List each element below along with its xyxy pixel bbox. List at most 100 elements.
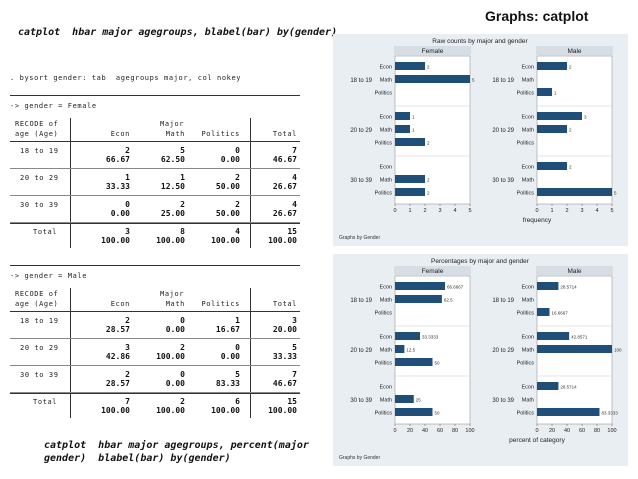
bar-value-label: 3 [584, 115, 587, 120]
bar-value-label: 25 [416, 398, 422, 403]
group-heading: -> gender = Female [10, 102, 97, 110]
bar [395, 75, 470, 83]
bar-value-label: 28.5714 [560, 385, 577, 390]
panel-header: Female [422, 268, 444, 275]
row-label-divider [70, 118, 71, 248]
major-label: Math [522, 78, 534, 84]
x-tick-label: 100 [607, 428, 616, 434]
major-label: Econ [521, 165, 534, 171]
bar [537, 188, 612, 196]
age-group-label: 18 to 19 [492, 78, 514, 84]
bar-value-label: 62.5 [444, 298, 453, 303]
count-cell: 3 [125, 343, 130, 352]
header-rule [10, 141, 300, 142]
bar [537, 382, 559, 390]
x-tick-label: 2 [423, 208, 426, 214]
row-label-divider [70, 288, 71, 418]
x-tick-label: 5 [468, 208, 471, 214]
tabulate-command: . bysort gender: tab agegroups major, co… [10, 74, 242, 82]
bar-value-label: 1 [554, 91, 557, 96]
row-label: 20 to 29 [20, 174, 59, 182]
total-count-cell: 15 [287, 227, 297, 236]
age-group-label: 20 to 29 [492, 348, 514, 354]
chart-title: Raw counts by major and gender [432, 38, 528, 45]
age-group-label: 18 to 19 [350, 78, 372, 84]
total-count-cell: 15 [287, 397, 297, 406]
age-group-label: 18 to 19 [350, 298, 372, 304]
total-count-cell: 4 [235, 227, 240, 236]
table-top-rule [10, 265, 300, 266]
major-label: Politics [517, 311, 535, 317]
percent-cell: 42.86 [105, 352, 130, 361]
major-label: Politics [517, 361, 535, 367]
count-cell: 5 [292, 343, 297, 352]
bar-value-label: 42.8571 [571, 335, 588, 340]
row-rule [10, 338, 300, 339]
bar [395, 408, 433, 416]
bar [395, 188, 425, 196]
x-tick-label: 2 [565, 208, 568, 214]
major-label: Math [522, 128, 534, 134]
percent-cell: 33.33 [105, 182, 130, 191]
major-label: Politics [517, 91, 535, 97]
major-label: Econ [521, 285, 534, 291]
x-tick-label: 4 [453, 208, 456, 214]
bar [395, 175, 425, 183]
major-label: Politics [375, 91, 393, 97]
total-rule [10, 393, 300, 394]
percent-cell: 0.00 [165, 379, 185, 388]
chart-note: Graphs by Gender [339, 455, 380, 461]
major-label: Econ [379, 385, 392, 391]
major-label: Math [380, 128, 392, 134]
percent-cell: 0.00 [220, 155, 240, 164]
count-cell: 7 [292, 370, 297, 379]
raw-counts-chart: Raw counts by major and gender Female 0 1 2 3… [339, 38, 617, 241]
total-rule [10, 223, 300, 224]
count-cell: 2 [180, 343, 185, 352]
bar [395, 358, 433, 366]
total-count-cell: 8 [180, 227, 185, 236]
count-cell: 4 [292, 200, 297, 209]
bar-value-label: 66.6667 [447, 285, 464, 290]
age-group-label: 20 to 29 [350, 128, 372, 134]
bar-value-label: 2 [427, 191, 430, 196]
count-cell: 2 [125, 316, 130, 325]
percent-cell: 0.00 [220, 352, 240, 361]
bar [395, 295, 442, 303]
bar-value-label: 2 [427, 141, 430, 146]
row-rule [10, 168, 300, 169]
bar [537, 62, 567, 70]
count-cell: 2 [235, 173, 240, 182]
bar-value-label: 2 [427, 178, 430, 183]
total-percent-cell: 100.00 [101, 236, 130, 245]
total-percent-cell: 100.00 [268, 406, 297, 415]
x-tick-label: 80 [452, 428, 458, 434]
bar-value-label: 28.5714 [560, 285, 577, 290]
panel-header-strip [536, 266, 613, 275]
bar [537, 282, 559, 290]
bar-value-label: 83.3333 [602, 411, 619, 416]
age-group-label: 18 to 19 [492, 298, 514, 304]
bar [537, 345, 612, 353]
raw-counts-graph-panel: Raw counts by major and gender Female 0 1 2 3… [333, 34, 628, 246]
major-label: Econ [521, 115, 534, 121]
major-label: Econ [379, 285, 392, 291]
bar [537, 308, 550, 316]
percent-cell: 26.67 [272, 209, 297, 218]
row-label: 18 to 19 [20, 147, 59, 155]
panel-header: Male [567, 48, 581, 55]
total-divider [250, 288, 251, 418]
x-tick-label: 60 [579, 428, 585, 434]
panel-header-strip [394, 266, 471, 275]
percent-cell: 50.00 [215, 182, 240, 191]
major-label: Politics [517, 141, 535, 147]
percent-cell: 0.00 [110, 209, 130, 218]
column-header: Econ [110, 300, 130, 308]
x-tick-label: 4 [595, 208, 598, 214]
count-cell: 0 [180, 316, 185, 325]
major-label: Econ [379, 65, 392, 71]
age-group-label: 30 to 39 [350, 178, 372, 184]
row-rule [10, 392, 300, 393]
catplot-command-bottom-line1: catplot hbar major agegroups, percent(ma… [44, 440, 309, 451]
